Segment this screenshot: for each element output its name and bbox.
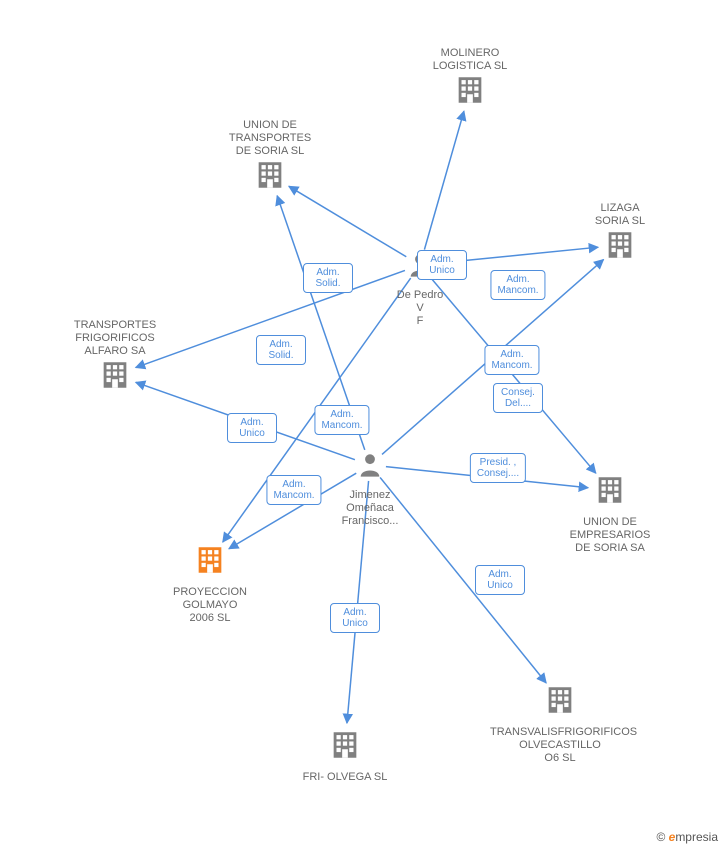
brand-rest: mpresia (675, 830, 718, 844)
node-label: UNION DE TRANSPORTES DE SORIA SL (200, 119, 340, 158)
node-lizaga[interactable]: LIZAGA SORIA SL (550, 198, 690, 267)
network-diagram: MOLINERO LOGISTICA SL UNION DE TRANSPORT… (0, 0, 728, 850)
node-label: De Pedro V F (350, 289, 490, 328)
node-union_tr[interactable]: UNION DE TRANSPORTES DE SORIA SL (200, 115, 340, 197)
edge-label: Adm.Solid. (303, 263, 353, 293)
edge-label: Adm.Unico (227, 413, 277, 443)
node-molinero[interactable]: MOLINERO LOGISTICA SL (400, 43, 540, 112)
node-label: FRI- OLVEGA SL (275, 771, 415, 784)
edge-line (424, 111, 464, 249)
node-transvalis[interactable]: TRANSVALISFRIGORIFICOS OLVECASTILLO O6 S… (490, 683, 630, 765)
edge-label: Adm.Mancom. (266, 475, 321, 505)
node-union_emp[interactable]: UNION DE EMPRESARIOS DE SORIA SA (540, 473, 680, 555)
edge-label: Adm.Unico (475, 565, 525, 595)
footer-brand: © empresia (656, 830, 718, 844)
node-proy_gol[interactable]: PROYECCION GOLMAYO 2006 SL (140, 543, 280, 625)
edge-label: Adm.Solid. (256, 335, 306, 365)
edge-label: Adm.Mancom. (484, 345, 539, 375)
node-label: TRANSPORTES FRIGORIFICOS ALFARO SA (45, 319, 185, 358)
copyright-symbol: © (656, 830, 665, 844)
node-fri_olvega[interactable]: FRI- OLVEGA SL (275, 728, 415, 784)
node-trans_frig[interactable]: TRANSPORTES FRIGORIFICOS ALFARO SA (45, 315, 185, 397)
edge-label: Consej.Del.... (493, 383, 543, 413)
edge-label: Adm.Unico (330, 603, 380, 633)
node-label: UNION DE EMPRESARIOS DE SORIA SA (540, 516, 680, 555)
node-label: PROYECCION GOLMAYO 2006 SL (140, 586, 280, 625)
node-label: LIZAGA SORIA SL (550, 202, 690, 228)
node-label: MOLINERO LOGISTICA SL (400, 47, 540, 73)
node-label: TRANSVALISFRIGORIFICOS OLVECASTILLO O6 S… (490, 726, 630, 765)
edge-label: Adm.Mancom. (314, 405, 369, 435)
edge-label: Adm.Unico (417, 250, 467, 280)
edge-label: Presid. ,Consej.... (470, 453, 526, 483)
edge-label: Adm.Mancom. (490, 270, 545, 300)
